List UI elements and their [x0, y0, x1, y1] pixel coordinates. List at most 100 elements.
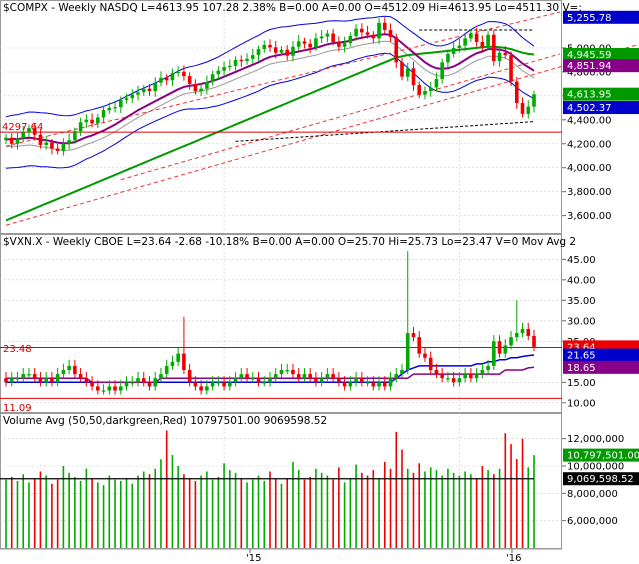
price-candle: [170, 73, 175, 81]
vxn-candle: [15, 378, 20, 380]
vxn-candle: [285, 370, 290, 372]
vxn-candle: [377, 382, 381, 387]
price-candle: [492, 34, 496, 62]
price-candle: [314, 38, 318, 48]
vxn-candle: [308, 374, 312, 379]
price-candle: [228, 65, 232, 68]
price-candle: [423, 91, 427, 95]
price-candle: [136, 92, 140, 95]
vxn-candle: [141, 378, 146, 383]
price-candle: [319, 36, 324, 39]
price-candle: [44, 142, 48, 145]
price-candle: [176, 71, 180, 74]
vxn-candle: [342, 382, 347, 387]
price-candle: [73, 131, 77, 141]
price-tick-label: 4,000.00: [567, 163, 612, 174]
price-candle: [382, 22, 387, 30]
vxn-candle: [250, 378, 255, 380]
price-tick-label: 3,800.00: [567, 187, 612, 198]
price-candle: [463, 38, 467, 46]
price-candle: [141, 88, 146, 93]
vxn-candle: [296, 374, 301, 379]
vxn-candle: [187, 370, 192, 383]
price-candle: [354, 28, 358, 36]
vxn-candle: [492, 341, 496, 366]
volume-tag-text: 10,797,501.00: [567, 451, 639, 462]
vxn-candle: [239, 374, 244, 379]
price-candle: [239, 59, 244, 62]
price-candle: [262, 44, 267, 50]
price-candle: [233, 59, 238, 66]
price-candle: [27, 128, 31, 133]
price-candle: [222, 67, 226, 71]
price-candle: [187, 76, 192, 84]
price-tag-text: 4,502.37: [567, 103, 612, 114]
vxn-candle: [50, 378, 54, 383]
time-label-2016: '16: [506, 553, 521, 564]
vxn-candle: [78, 374, 83, 379]
price-candle: [388, 29, 393, 38]
price-candle: [365, 32, 370, 35]
vxn-candle: [216, 382, 221, 384]
volume-tick-label: 6,000,000: [567, 516, 618, 527]
price-candle: [113, 107, 117, 109]
price-candles: [4, 17, 536, 156]
price-candle: [21, 132, 26, 139]
vxn-candle: [469, 374, 473, 379]
vxn-candle: [245, 374, 249, 379]
price-candle: [348, 35, 353, 44]
price-candle: [118, 100, 123, 108]
price-tag-text: 4,613.95: [567, 90, 612, 101]
vxn-candle: [382, 382, 387, 387]
price-candle: [279, 49, 284, 53]
vxn-candle: [159, 374, 163, 379]
vxn-candle: [107, 386, 112, 391]
price-candle: [446, 53, 450, 63]
vxn-candle: [268, 378, 272, 383]
vxn-hline-label-upper: 23.48: [3, 344, 32, 355]
price-tag-box: [563, 47, 639, 61]
vxn-candles: [4, 251, 536, 395]
vxn-tag-text: 18.65: [567, 363, 596, 374]
vxn-candle: [205, 386, 209, 391]
price-candle: [193, 83, 198, 92]
price-candle: [394, 37, 399, 63]
vxn-candle: [365, 382, 370, 384]
vxn-candle: [457, 378, 462, 383]
vxn-hline-label-lower: 11.09: [3, 403, 32, 414]
price-tick-label: 4,800.00: [567, 67, 612, 78]
price-candle: [164, 77, 169, 81]
vxn-candle: [130, 382, 135, 384]
vxn-candle: [84, 378, 89, 383]
price-candle: [67, 140, 71, 144]
vxn-candle: [9, 378, 14, 383]
vxn-candle: [153, 378, 158, 387]
price-candle: [159, 77, 163, 83]
price-candle: [245, 58, 249, 62]
vxn-candle: [176, 353, 180, 362]
vxn-candle: [67, 365, 71, 370]
vxn-candle: [96, 386, 100, 391]
price-candle: [302, 41, 307, 44]
price-candle: [153, 82, 158, 92]
price-candle: [210, 74, 215, 83]
vxn-candle: [4, 378, 8, 383]
vxn-candle: [136, 378, 140, 383]
price-candle: [50, 142, 54, 149]
vxn-candle: [193, 382, 198, 387]
price-overlays: [0, 11, 639, 226]
vxn-candle: [44, 378, 48, 383]
price-candle: [9, 137, 14, 144]
price-candle: [360, 28, 364, 33]
vxn-candle: [38, 378, 43, 383]
price-candle: [90, 119, 94, 124]
vxn-candle: [428, 357, 433, 370]
vxn-candle: [503, 345, 508, 354]
price-tag-box: [563, 87, 639, 101]
vxn-candle: [182, 353, 186, 370]
vxn-candle: [474, 374, 479, 379]
vxn-candle: [394, 374, 399, 379]
price-candle: [451, 47, 456, 54]
price-tag-box: [563, 59, 639, 73]
price-candle: [532, 94, 536, 107]
